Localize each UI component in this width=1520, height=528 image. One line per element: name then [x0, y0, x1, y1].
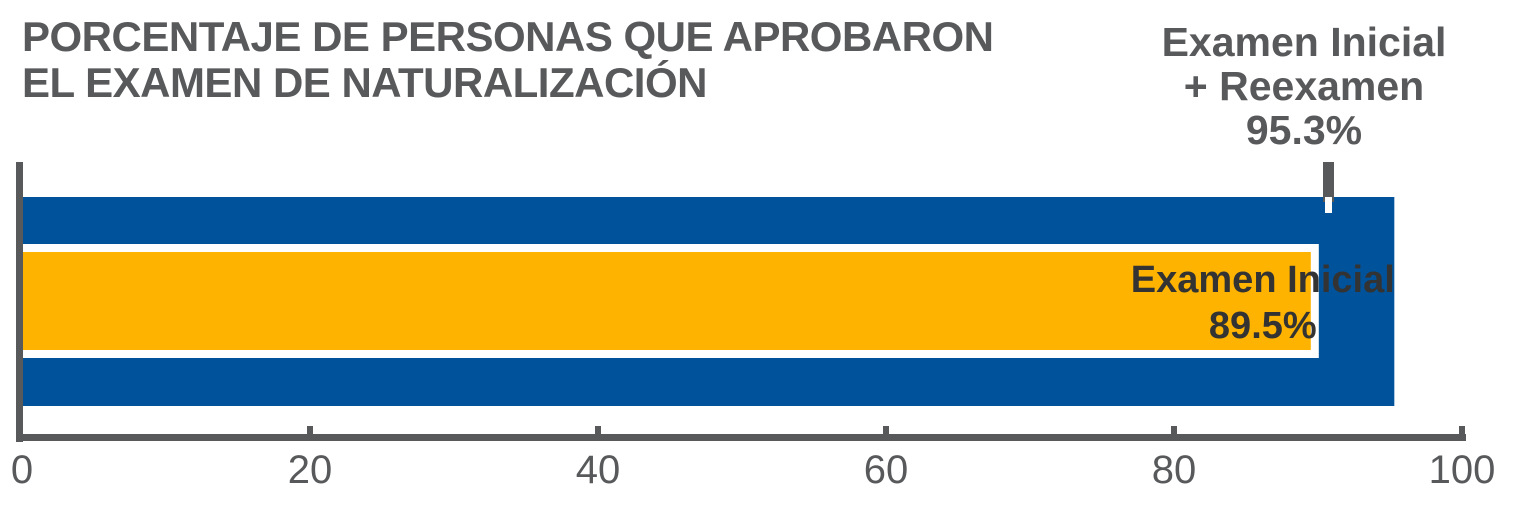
x-tick-60: [883, 426, 889, 438]
x-tick-label-80: 80: [1152, 448, 1197, 492]
y-axis-line: [16, 162, 23, 442]
x-tick-label-100: 100: [1429, 448, 1496, 492]
x-tick-100: [1459, 426, 1465, 438]
x-tick-label-40: 40: [576, 448, 621, 492]
chart-title: PORCENTAJE DE PERSONAS QUE APROBARON EL …: [22, 13, 994, 106]
chart-title-line-2: EL EXAMEN DE NATURALIZACIÓN: [22, 59, 707, 106]
reexam-series-name-line-2: + Reexamen: [1183, 63, 1425, 109]
reexam-series-name-line-1: Examen Inicial: [1161, 19, 1447, 65]
x-tick-label-60: 60: [864, 448, 909, 492]
initial-value-label: 89.5%: [1209, 305, 1317, 347]
reexam-annotation: Examen Inicial + Reexamen 95.3%: [1134, 20, 1474, 152]
x-axis-line: [16, 434, 1466, 441]
x-tick-80: [1171, 426, 1177, 438]
chart-title-line-1: PORCENTAJE DE PERSONAS QUE APROBARON: [22, 13, 994, 60]
bar-initial: [22, 252, 1311, 350]
initial-series-label: Examen Inicial: [1131, 259, 1395, 301]
x-tick-label-20: 20: [288, 448, 333, 492]
x-tick-20: [307, 426, 313, 438]
reexam-marker: [1323, 162, 1334, 202]
reexam-marker-gap: [1325, 197, 1332, 213]
x-tick-40: [595, 426, 601, 438]
reexam-value-label: 95.3%: [1245, 107, 1363, 153]
x-tick-label-0: 0: [11, 448, 33, 492]
